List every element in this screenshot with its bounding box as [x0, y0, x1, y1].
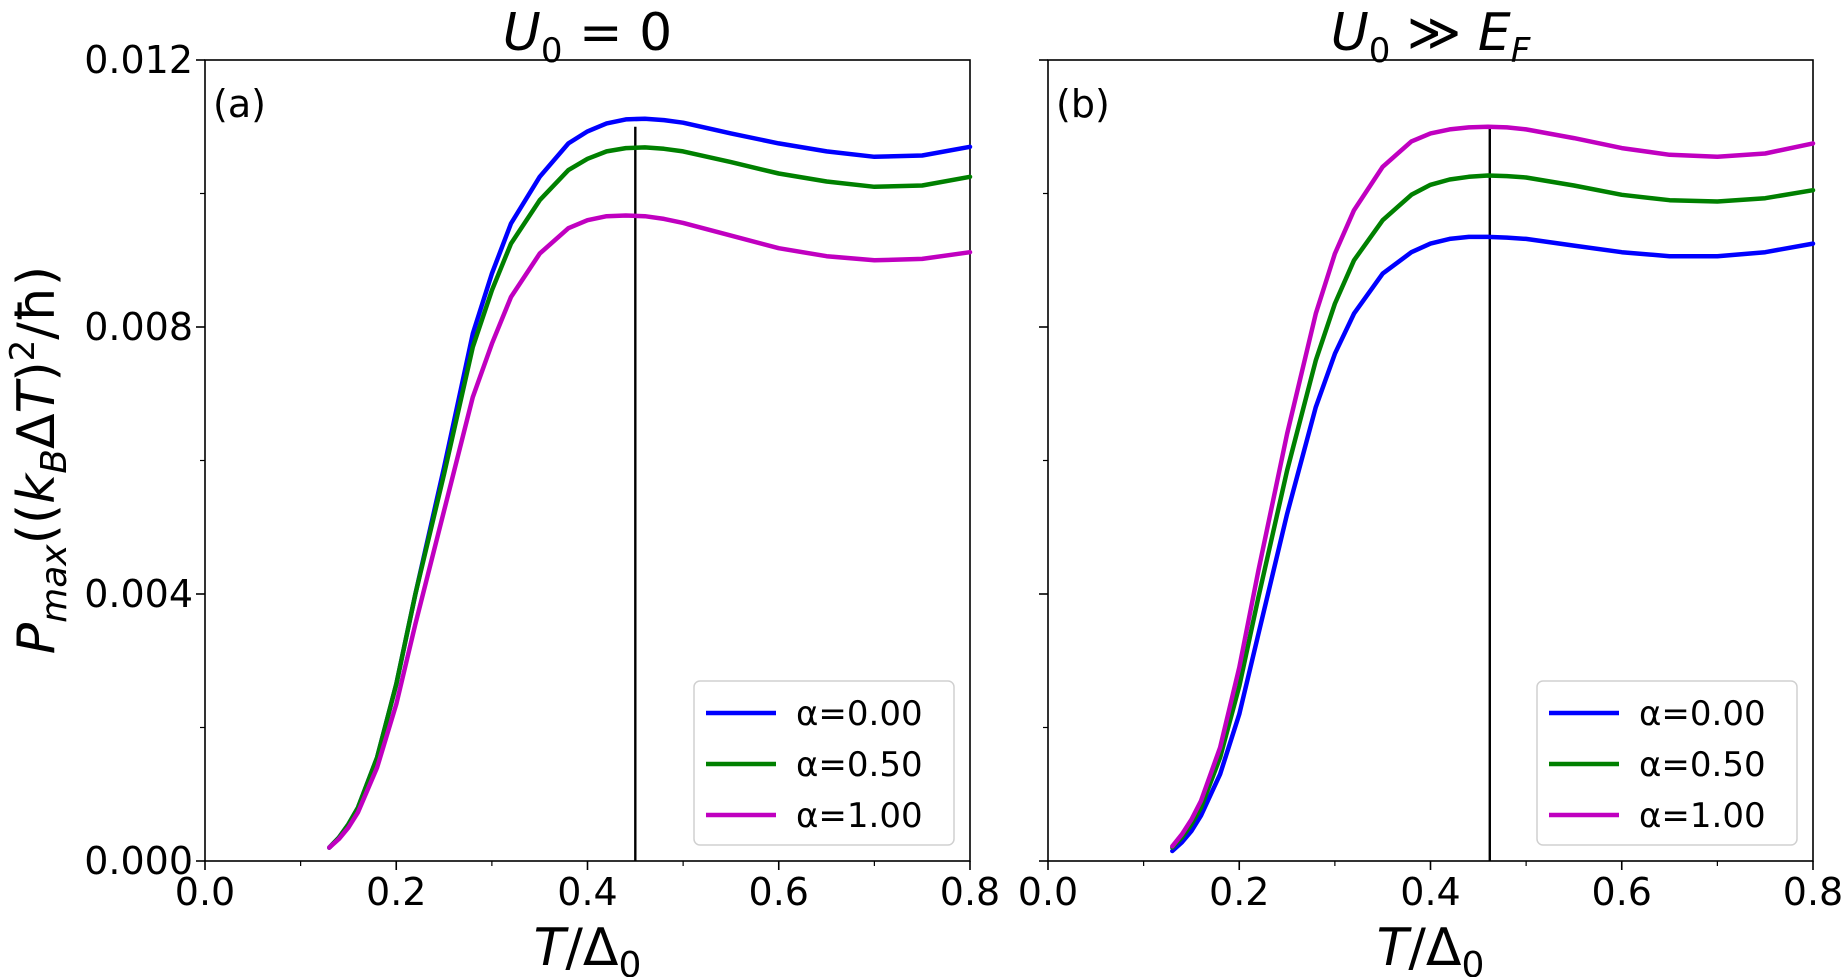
y-axis-title: Pmax((kBΔT)2/ħ) — [3, 266, 75, 654]
legend-box — [693, 680, 955, 846]
legend-label: α=1.00 — [1639, 796, 1766, 836]
y-tick-label: 0.000 — [84, 839, 193, 883]
panel-a: 0.0 0.2 0.4 0.6 0.8 0.000 0.004 0.008 0.012 (a) U0… — [84, 3, 1000, 977]
x-tick-label: 0.0 — [175, 870, 235, 914]
panel-b: 0.0 0.2 0.4 0.6 0.8 (b) U0 ≫ EF T/Δ0 α=0.00 α=0.5… — [1018, 3, 1843, 977]
y-tick-label: 0.008 — [84, 305, 193, 349]
series-line-1.00 — [327, 213, 973, 850]
panel-label: (b) — [1056, 82, 1110, 126]
panel-label: (a) — [213, 82, 266, 126]
series-line-1.00 — [1170, 124, 1816, 849]
x-tick-label: 0.8 — [1783, 870, 1843, 914]
y-tick-label: 0.012 — [84, 38, 193, 82]
x-tick-label: 0.6 — [749, 870, 809, 914]
panel-title: U0 = 0 — [503, 3, 672, 71]
x-tick-label: 0.2 — [366, 870, 426, 914]
panel-title: U0 ≫ EF — [1331, 3, 1531, 71]
x-tick-label: 0.8 — [940, 870, 1000, 914]
legend-label: α=0.00 — [1639, 694, 1766, 734]
legend-label: α=0.50 — [796, 745, 923, 785]
legend-label: α=0.50 — [1639, 745, 1766, 785]
legend-box — [1536, 680, 1798, 846]
x-tick-label: 0.2 — [1209, 870, 1269, 914]
y-tick-label: 0.004 — [84, 572, 193, 616]
series-line-0.50 — [1170, 173, 1816, 850]
legend-label: α=1.00 — [796, 796, 923, 836]
series-line-0.00 — [1170, 234, 1816, 854]
x-axis-title: T/Δ0 — [1377, 918, 1485, 977]
legend-label: α=0.00 — [796, 694, 923, 734]
x-axis-title: T/Δ0 — [534, 918, 642, 977]
x-tick-label: 0.4 — [557, 870, 617, 914]
series-line-0.50 — [327, 145, 973, 850]
x-tick-label: 0.0 — [1018, 870, 1078, 914]
x-tick-label: 0.4 — [1400, 870, 1460, 914]
x-tick-label: 0.6 — [1592, 870, 1652, 914]
